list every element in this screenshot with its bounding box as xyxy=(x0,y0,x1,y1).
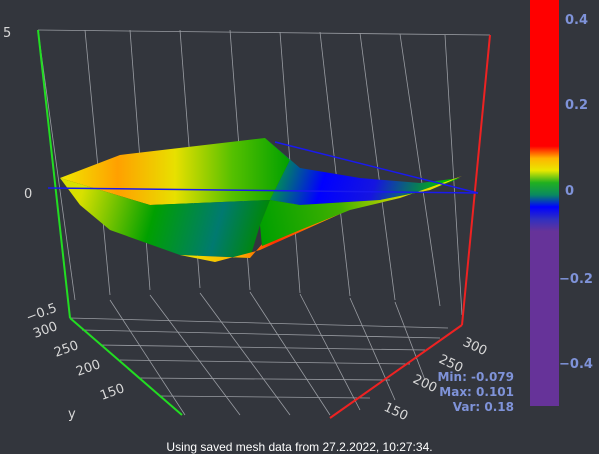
surface-patch-front-right xyxy=(260,176,462,246)
right-vertical-axis-line xyxy=(461,34,491,326)
colorbar-tick-0.4: 0.4 xyxy=(565,13,588,28)
status-footer: Using saved mesh data from 27.2.2022, 10… xyxy=(166,440,433,454)
stats-panel: Min: -0.079 Max: 0.101 Var: 0.18 xyxy=(422,370,514,415)
y-axis-line xyxy=(69,317,183,416)
surface-patch-back-right xyxy=(265,138,460,205)
x-tick-right-150: 150 xyxy=(381,400,410,424)
x-axis-line xyxy=(329,324,463,419)
floor-grid xyxy=(69,291,449,416)
z-tick-zero: 0 xyxy=(24,187,32,202)
stats-min: Min: -0.079 xyxy=(437,370,514,384)
z-axis-line xyxy=(37,29,71,319)
stats-var: Var: 0.18 xyxy=(452,400,514,414)
colorbar xyxy=(530,0,559,406)
colorbar-tick-neg0.2: −0.2 xyxy=(559,272,593,287)
diagonal-blue-line xyxy=(274,141,479,194)
y-tick-left-200: 200 xyxy=(74,357,102,380)
colorbar-tick-0.2: 0.2 xyxy=(565,98,588,113)
mesh-surface[interactable] xyxy=(60,138,462,262)
surface-patch-front-left xyxy=(60,178,270,258)
x-axis-blue-line xyxy=(47,187,479,194)
x-tick-right-300: 300 xyxy=(460,335,489,359)
z-tick-top: 5 xyxy=(3,26,11,41)
left-axis-label: y xyxy=(68,407,76,422)
colorbar-tick-0: 0 xyxy=(565,184,574,199)
y-tick-left-150: 150 xyxy=(98,381,126,404)
colorbar-tick-neg0.4: −0.4 xyxy=(559,357,593,372)
y-tick-left-250: 250 xyxy=(52,338,80,361)
stats-max: Max: 0.101 xyxy=(439,385,514,399)
